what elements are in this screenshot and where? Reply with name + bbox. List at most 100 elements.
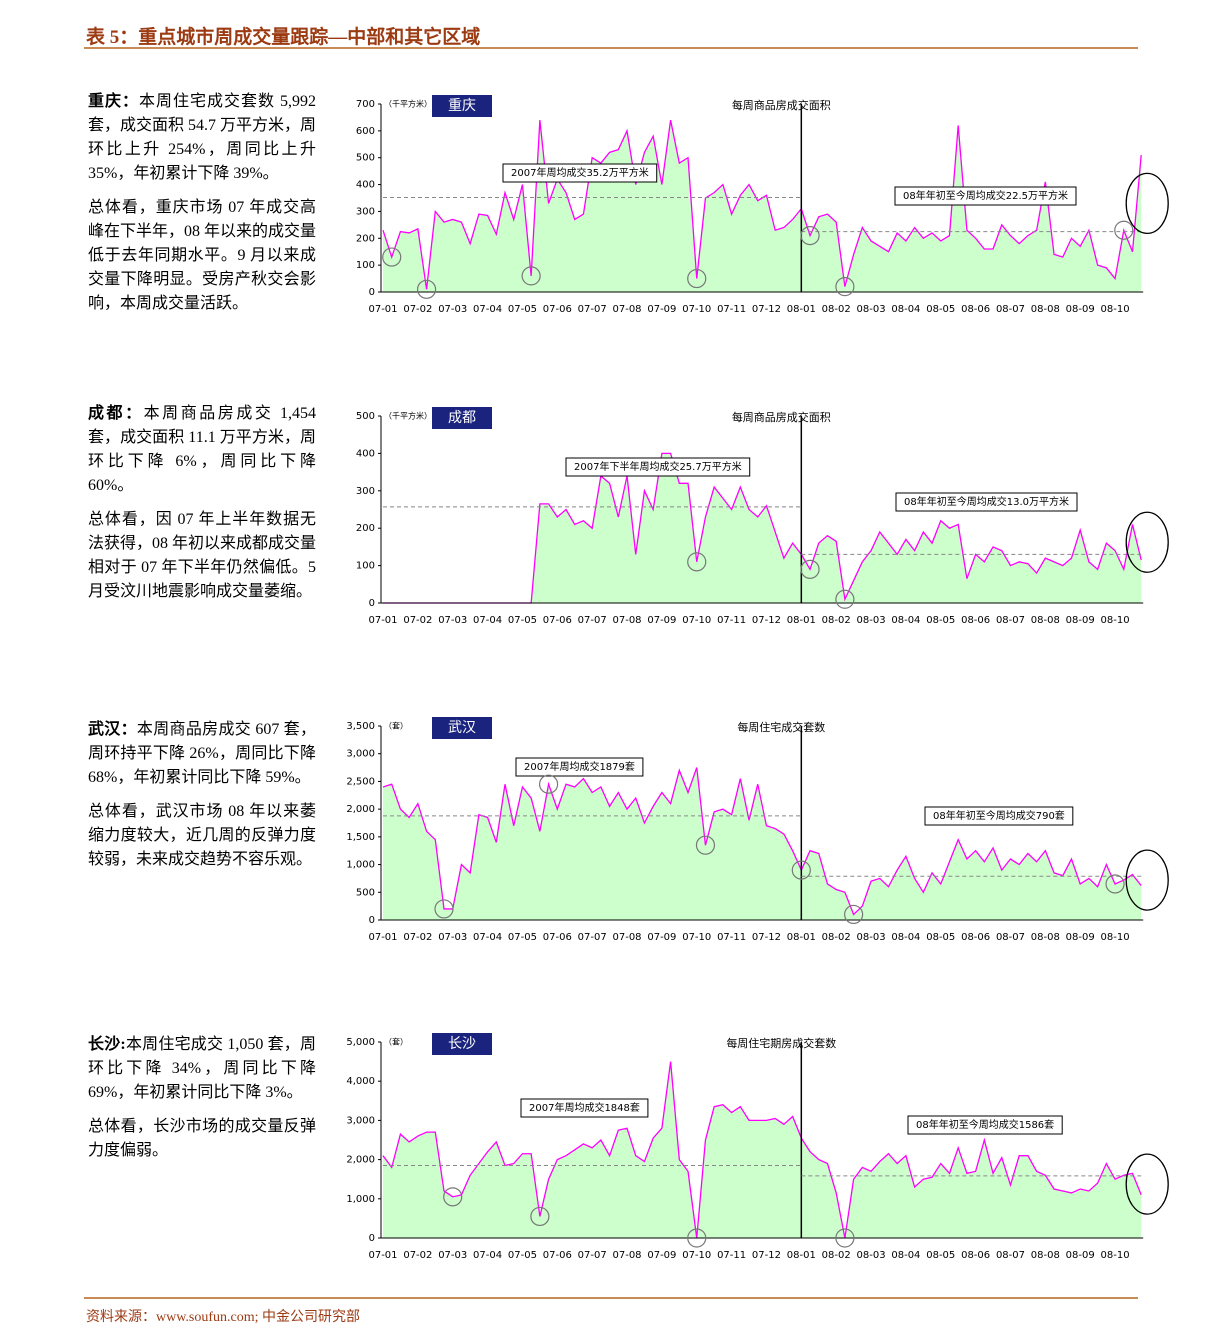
section: 成都：本周商品房成交 1,454 套，成交面积 11.1 万平方米，周环比下降 … bbox=[88, 402, 316, 614]
highlight-circle bbox=[521, 266, 541, 286]
x-tick-label: 07-01 bbox=[368, 615, 397, 626]
x-tick-label: 07-06 bbox=[543, 1250, 572, 1261]
highlight-circle bbox=[800, 226, 820, 246]
x-tick-label: 07-02 bbox=[403, 932, 432, 943]
x-tick-label: 07-08 bbox=[612, 1250, 641, 1261]
x-tick-label: 07-07 bbox=[578, 304, 607, 315]
unit-label: （套） bbox=[384, 721, 408, 731]
x-tick-label: 07-10 bbox=[682, 1250, 711, 1261]
city-tag-box bbox=[432, 717, 492, 739]
x-tick-label: 07-04 bbox=[473, 304, 502, 315]
x-tick-label: 08-10 bbox=[1101, 304, 1130, 315]
annotation: 2007年周均成交35.2万平方米 bbox=[511, 166, 649, 179]
city-tag: 成都 bbox=[448, 410, 476, 426]
x-tick-label: 07-06 bbox=[543, 615, 572, 626]
x-tick-label: 08-04 bbox=[891, 615, 920, 626]
chart-title: 每周商品房成交面积 bbox=[732, 410, 831, 424]
y-tick-label: 300 bbox=[356, 206, 375, 217]
city-tag-box bbox=[432, 95, 492, 117]
annotation: 08年年初至今周均成交22.5万平方米 bbox=[903, 189, 1068, 202]
y-tick-label: 1,000 bbox=[346, 1194, 375, 1205]
highlight-circle bbox=[530, 1206, 550, 1227]
x-tick-label: 07-12 bbox=[752, 1250, 781, 1261]
x-tick-label: 08-10 bbox=[1101, 615, 1130, 626]
x-tick-label: 08-02 bbox=[822, 615, 851, 626]
y-tick-label: 2,500 bbox=[346, 776, 375, 787]
x-tick-label: 08-04 bbox=[891, 1250, 920, 1261]
line bbox=[382, 1061, 1142, 1239]
highlight-ellipse bbox=[1125, 1153, 1169, 1215]
x-tick-label: 07-04 bbox=[473, 615, 502, 626]
x-tick-label: 08-10 bbox=[1101, 1250, 1130, 1261]
x-tick-label: 07-06 bbox=[543, 304, 572, 315]
section-text: 本周商品房成交 607 套，周环持平下降 26%，周同比下降 68%，年初累计同… bbox=[88, 721, 316, 786]
y-tick-label: 3,000 bbox=[346, 1115, 375, 1126]
section-lead: 成都： bbox=[88, 405, 144, 422]
x-tick-label: 07-10 bbox=[682, 615, 711, 626]
x-tick-label: 08-06 bbox=[961, 932, 990, 943]
x-tick-label: 08-07 bbox=[996, 304, 1025, 315]
chart-title: 每周住宅成交套数 bbox=[737, 720, 825, 734]
highlight-circle bbox=[538, 774, 559, 794]
x-tick-label: 08-04 bbox=[891, 304, 920, 315]
section-text: 本周商品房成交 1,454 套，成交面积 11.1 万平方米，周环比下降 6%，… bbox=[88, 405, 316, 494]
unit-label: （套） bbox=[384, 1037, 408, 1047]
chart-title: 每周住宅期房成交套数 bbox=[726, 1036, 836, 1050]
y-tick-label: 1,000 bbox=[346, 860, 375, 871]
city-tag: 重庆 bbox=[448, 98, 476, 114]
y-tick-label: 400 bbox=[356, 448, 375, 459]
highlight-circle bbox=[687, 1228, 707, 1248]
y-tick-label: 2,000 bbox=[346, 1155, 375, 1166]
annotation: 2007年周均成交1848套 bbox=[529, 1101, 640, 1114]
y-tick-label: 0 bbox=[369, 1233, 375, 1244]
x-tick-label: 08-08 bbox=[1031, 304, 1060, 315]
y-tick-label: 500 bbox=[356, 411, 375, 422]
x-tick-label: 07-08 bbox=[612, 615, 641, 626]
y-tick-label: 3,000 bbox=[346, 749, 375, 760]
y-tick-label: 4,000 bbox=[346, 1076, 375, 1087]
x-tick-label: 07-05 bbox=[508, 1250, 537, 1261]
highlight-circle bbox=[791, 860, 811, 880]
x-tick-label: 08-09 bbox=[1066, 932, 1095, 943]
x-tick-label: 07-03 bbox=[438, 615, 467, 626]
section-lead: 武汉： bbox=[88, 721, 137, 738]
x-tick-label: 07-11 bbox=[717, 932, 746, 943]
x-tick-label: 07-09 bbox=[647, 304, 676, 315]
x-tick-label: 07-10 bbox=[682, 304, 711, 315]
area bbox=[383, 120, 1142, 292]
city-tag: 武汉 bbox=[448, 720, 476, 736]
annotation-box bbox=[520, 1098, 649, 1118]
y-tick-label: 500 bbox=[356, 887, 375, 898]
x-tick-label: 07-11 bbox=[717, 615, 746, 626]
highlight-circle bbox=[382, 247, 402, 267]
x-tick-label: 07-04 bbox=[473, 932, 502, 943]
x-tick-label: 08-03 bbox=[857, 1250, 886, 1261]
annotation-box bbox=[894, 186, 1077, 206]
x-tick-label: 07-05 bbox=[508, 932, 537, 943]
x-tick-label: 08-01 bbox=[787, 1250, 816, 1261]
x-tick-label: 07-09 bbox=[647, 932, 676, 943]
y-tick-label: 600 bbox=[356, 126, 375, 137]
highlight-circle bbox=[695, 835, 716, 855]
y-tick-label: 1,500 bbox=[346, 832, 375, 843]
x-tick-label: 07-01 bbox=[368, 932, 397, 943]
page-title: 表 5：重点城市周成交量跟踪—中部和其它区域 bbox=[86, 27, 481, 48]
section-lead: 长沙: bbox=[88, 1036, 126, 1053]
x-tick-label: 07-02 bbox=[403, 615, 432, 626]
y-tick-label: 0 bbox=[369, 915, 375, 926]
x-tick-label: 07-07 bbox=[578, 1250, 607, 1261]
x-tick-label: 07-07 bbox=[578, 932, 607, 943]
highlight-circle bbox=[835, 277, 855, 297]
x-tick-label: 08-10 bbox=[1101, 932, 1130, 943]
y-tick-label: 3,500 bbox=[346, 721, 375, 732]
x-tick-label: 08-02 bbox=[822, 304, 851, 315]
highlight-ellipse bbox=[1125, 511, 1169, 573]
line bbox=[382, 767, 1142, 916]
footer: 资料来源：www.soufun.com; 中金公司研究部 bbox=[86, 1310, 361, 1325]
x-tick-label: 08-02 bbox=[822, 1250, 851, 1261]
x-tick-label: 07-01 bbox=[368, 1250, 397, 1261]
x-tick-label: 08-08 bbox=[1031, 932, 1060, 943]
x-tick-label: 08-05 bbox=[926, 304, 955, 315]
city-tag-box bbox=[432, 407, 492, 429]
